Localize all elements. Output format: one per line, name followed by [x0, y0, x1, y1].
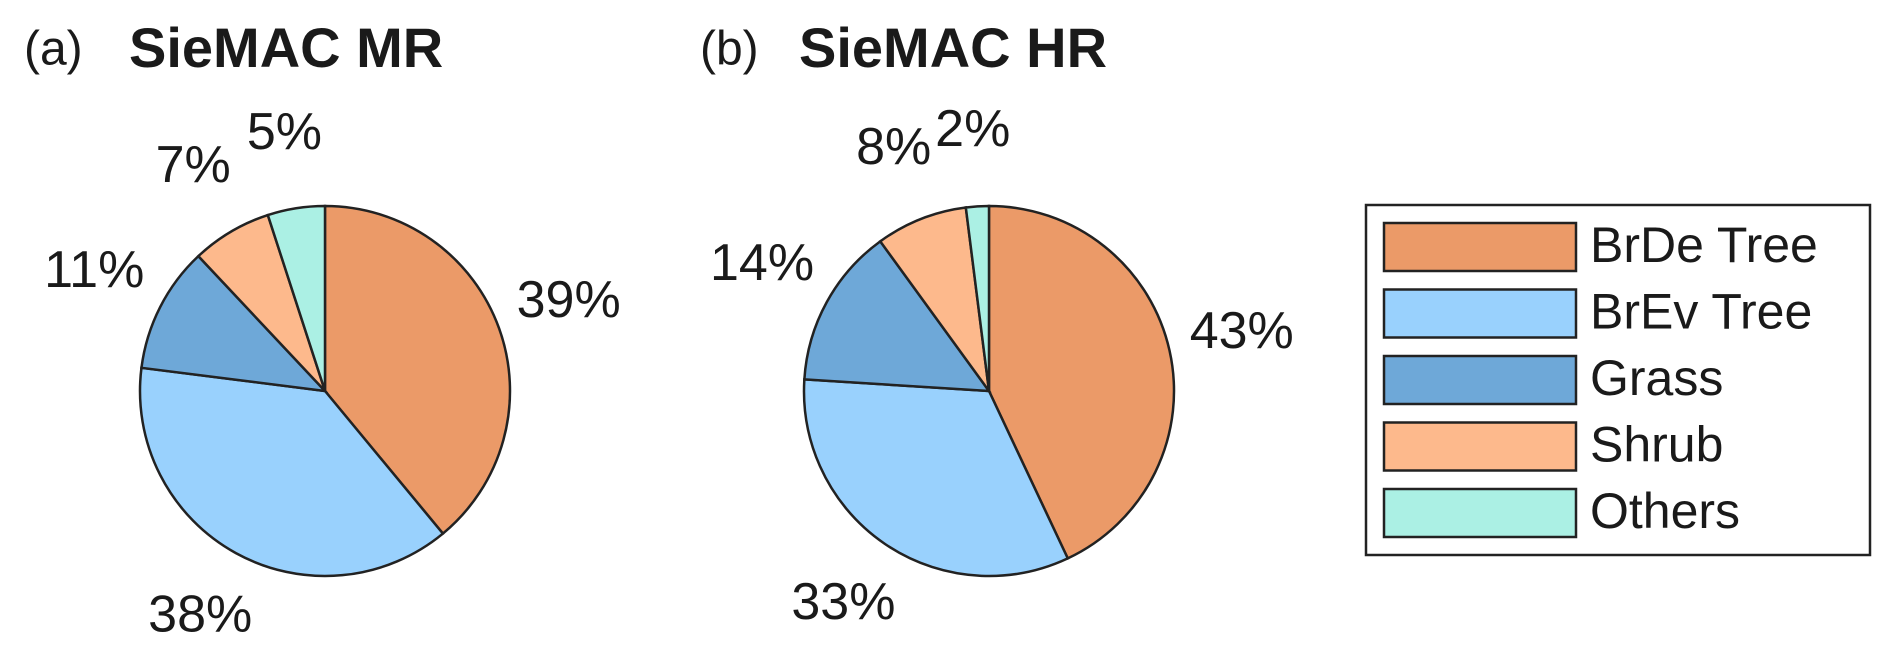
pie-slice — [803, 239, 992, 393]
data-label: 8% — [856, 118, 931, 176]
panel-label: (a) — [24, 23, 83, 76]
data-label: 5% — [247, 103, 322, 161]
legend-label: BrEv Tree — [1590, 284, 1812, 340]
legend-swatch — [1382, 421, 1578, 472]
legend-box — [1364, 203, 1872, 557]
legend-label: Shrub — [1590, 417, 1723, 473]
pie-slice — [140, 254, 329, 393]
pie-slice — [323, 204, 512, 536]
pie-slice — [987, 204, 1176, 561]
pie-slice — [964, 204, 991, 392]
legend-swatch — [1382, 221, 1578, 273]
legend-swatch — [1382, 354, 1578, 406]
chart-title: SieMAC MR — [129, 16, 443, 79]
data-label: 2% — [935, 100, 1010, 158]
legend-label: Grass — [1590, 350, 1723, 406]
legend-swatch — [1382, 288, 1578, 339]
panel-label: (b) — [700, 23, 759, 76]
data-label: 43% — [1190, 302, 1294, 360]
pie-slice — [138, 366, 445, 578]
pie-slice — [878, 206, 991, 392]
legend-label: BrDe Tree — [1590, 217, 1818, 273]
data-label: 11% — [44, 241, 144, 299]
pie-slice — [802, 378, 1070, 578]
data-label: 7% — [156, 136, 231, 194]
legend-swatch — [1382, 487, 1578, 539]
chart-title: SieMAC HR — [799, 16, 1107, 79]
data-label: 39% — [517, 271, 621, 329]
data-label: 14% — [710, 234, 814, 292]
legend-label: Others — [1590, 483, 1740, 539]
pie-slice — [266, 204, 327, 392]
data-label: 33% — [791, 573, 895, 631]
data-label: 38% — [148, 586, 252, 644]
